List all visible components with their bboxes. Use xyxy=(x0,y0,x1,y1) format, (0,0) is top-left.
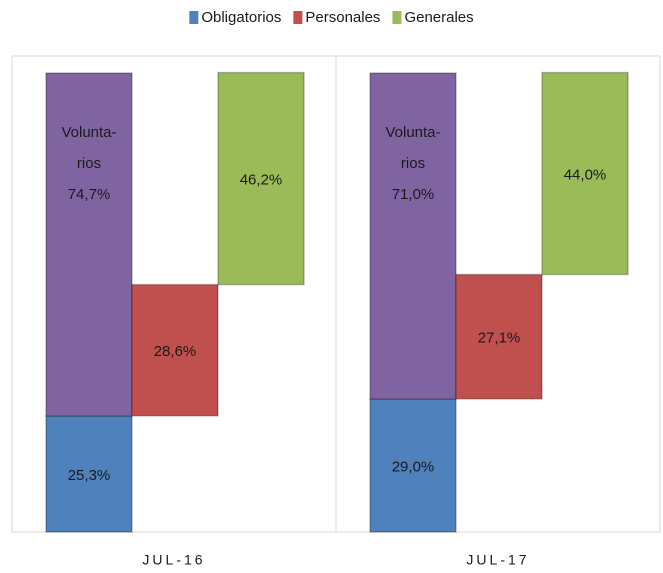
value-label: 29,0% xyxy=(392,458,435,475)
legend-label: Personales xyxy=(305,9,380,26)
bar xyxy=(455,273,543,400)
legend-swatch xyxy=(189,11,199,24)
legend-swatch xyxy=(293,11,303,24)
bar xyxy=(541,71,629,276)
value-label: 46,2% xyxy=(240,172,283,189)
legend-swatch xyxy=(392,11,402,24)
bar-label: Volunta- xyxy=(385,124,440,141)
legend: Obligatorios Personales Generales xyxy=(189,9,474,26)
bar-label: Volunta- xyxy=(61,124,116,141)
value-label: 25,3% xyxy=(68,467,111,484)
bar xyxy=(369,398,457,533)
value-label: 74,7% xyxy=(68,186,111,203)
x-tick-label: JUL-17 xyxy=(466,552,529,568)
bar-label: rios xyxy=(401,155,425,172)
value-label: 27,1% xyxy=(478,330,521,347)
legend-label: Obligatorios xyxy=(201,9,281,26)
value-label: 28,6% xyxy=(154,343,197,360)
x-tick-label: JUL-16 xyxy=(142,552,205,568)
bar xyxy=(217,71,305,286)
value-label: 71,0% xyxy=(392,186,435,203)
bar xyxy=(369,72,457,400)
bar xyxy=(45,415,133,533)
legend-label: Generales xyxy=(404,9,473,26)
bar-label: rios xyxy=(77,155,101,172)
value-label: 44,0% xyxy=(564,166,607,183)
bar xyxy=(131,283,219,417)
panel xyxy=(335,55,661,533)
bar xyxy=(45,72,133,417)
